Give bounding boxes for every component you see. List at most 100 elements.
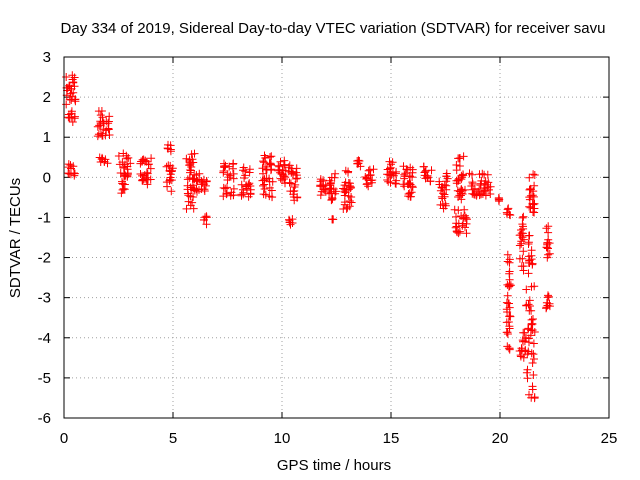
data-point [475,170,484,179]
data-point [503,257,512,266]
data-point [462,229,471,238]
data-point [454,229,463,238]
data-point [530,199,539,208]
grid [64,57,609,418]
data-point [195,169,204,178]
data-point [267,152,276,161]
data-point [503,205,512,214]
data-point [472,191,481,200]
data-point [517,229,526,238]
data-point [220,163,229,172]
data-point [530,181,539,190]
data-point [506,312,515,321]
data-point [190,186,199,195]
y-tick-label: -3 [38,290,51,307]
data-point [545,249,554,258]
data-point [481,191,490,200]
data-point [340,181,349,190]
data-point [529,315,537,323]
data-point [526,184,535,193]
data-point [65,81,74,90]
data-point [504,282,513,291]
data-point [408,182,417,191]
data-point [94,107,103,116]
data-point [321,181,330,190]
data-point [147,154,156,163]
data-point [504,204,513,213]
data-point [525,185,534,194]
data-point [528,326,537,334]
data-point [544,222,553,231]
data-point [62,100,71,109]
data-point [518,346,526,355]
data-point [114,152,123,160]
data-point [182,204,191,213]
data-point [316,175,325,184]
data-point [259,190,268,199]
data-point [265,177,274,186]
data-point [530,208,539,217]
data-point [339,184,348,193]
data-point [289,187,298,196]
data-point [526,203,535,212]
data-point [436,186,445,195]
data-point [276,168,284,177]
data-point [525,256,534,265]
data-point [93,122,102,131]
data-point [167,187,176,196]
y-tick-label: 3 [43,49,51,66]
data-point [221,184,230,193]
data-point [383,176,392,184]
data-point [502,328,511,337]
data-point [286,220,295,229]
data-point [504,344,513,353]
data-point [245,168,254,177]
data-point [229,160,237,169]
data-point [467,182,476,190]
data-point [290,183,299,191]
data-point [328,193,337,202]
data-point [457,171,466,180]
data-point [522,368,531,377]
data-point [452,161,461,169]
data-point [454,154,463,163]
data-point [401,169,410,178]
x-tick-label: 15 [383,430,400,447]
data-point [146,164,155,173]
data-point [202,220,211,229]
data-point [119,149,128,158]
data-point [517,239,526,248]
data-point [192,185,201,194]
data-point [506,281,515,290]
data-point [286,179,295,188]
data-point [289,170,297,178]
data-point [406,163,415,172]
data-point [327,173,336,182]
data-point [480,170,489,179]
data-point [285,178,294,187]
data-point [293,174,302,183]
data-point [120,171,129,180]
data-point [136,170,145,178]
data-point [450,205,459,214]
data-point [98,131,107,140]
y-tick-label: -4 [38,330,51,347]
x-tick-label: 25 [601,430,618,447]
y-tick-label: -2 [38,250,51,267]
data-point [503,291,512,300]
data-point [529,170,538,179]
data-point [519,247,528,256]
data-point [316,191,325,200]
data-point [440,190,449,199]
data-point [523,350,532,359]
data-point [516,351,525,360]
data-point [400,174,409,183]
data-point [528,359,537,367]
data-point [189,193,198,201]
data-point [65,82,74,91]
data-point [68,75,77,84]
data-point [186,183,195,192]
data-point [219,167,228,175]
x-tick-label: 0 [60,430,68,447]
data-point [193,177,202,185]
